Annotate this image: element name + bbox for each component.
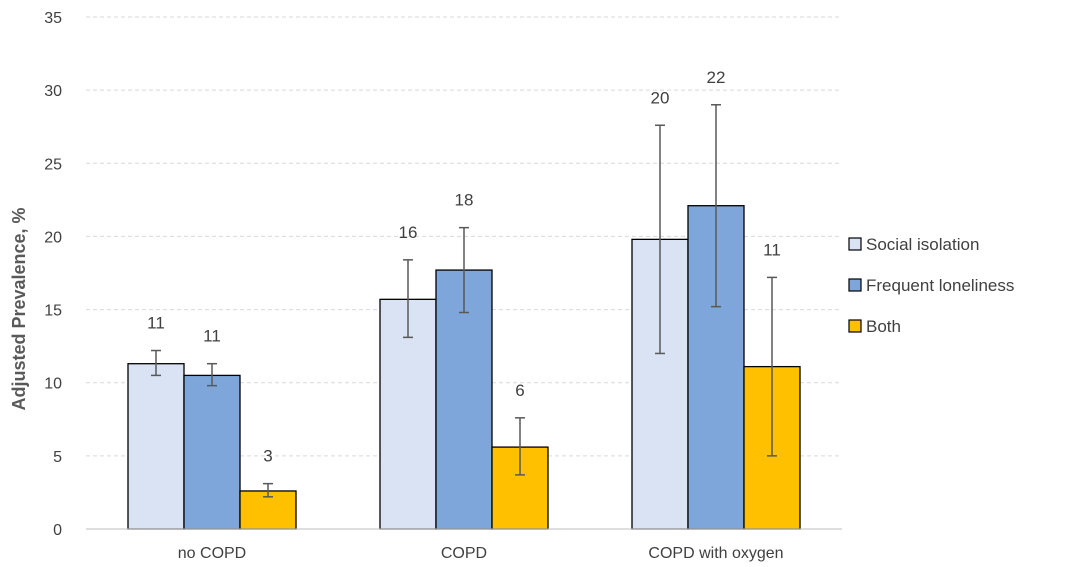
y-tick-label: 10 [44, 376, 62, 393]
category-label: COPD with oxygen [648, 545, 783, 562]
data-label: 3 [263, 447, 272, 466]
data-label: 11 [763, 240, 781, 259]
category-label: COPD [441, 545, 487, 562]
bars [127, 205, 801, 530]
legend-swatch [848, 237, 862, 251]
data-labels: 11 11 3 16 18 6 20 22 11 [147, 68, 781, 466]
y-tick-label: 15 [44, 303, 62, 320]
category-labels: no COPD COPD COPD with oxygen [178, 545, 784, 562]
y-tick-label: 5 [53, 449, 62, 466]
legend-label: Frequent loneliness [866, 276, 1014, 295]
data-label: 20 [651, 88, 670, 107]
error-bars [151, 104, 777, 498]
data-label: 16 [399, 223, 418, 242]
y-tick-label: 35 [44, 10, 62, 27]
bar [127, 363, 185, 530]
legend-swatch [848, 319, 862, 333]
data-label: 6 [515, 381, 524, 400]
data-label: 22 [707, 68, 726, 87]
bar [183, 374, 241, 530]
y-tick-label: 20 [44, 229, 62, 246]
legend-label: Both [866, 317, 901, 336]
y-axis-ticks: 0 5 10 15 20 25 30 35 [44, 10, 62, 539]
data-label: 18 [455, 191, 474, 210]
y-tick-label: 25 [44, 156, 62, 173]
data-label: 11 [147, 314, 165, 333]
legend-swatch [848, 278, 862, 292]
legend: Social isolation Frequent loneliness Both [848, 235, 1014, 336]
y-tick-label: 0 [53, 522, 62, 539]
y-tick-label: 30 [44, 83, 62, 100]
legend-label: Social isolation [866, 235, 979, 254]
category-label: no COPD [178, 545, 246, 562]
y-axis-label: Adjusted Prevalence, % [9, 207, 29, 410]
data-label: 11 [203, 327, 221, 346]
